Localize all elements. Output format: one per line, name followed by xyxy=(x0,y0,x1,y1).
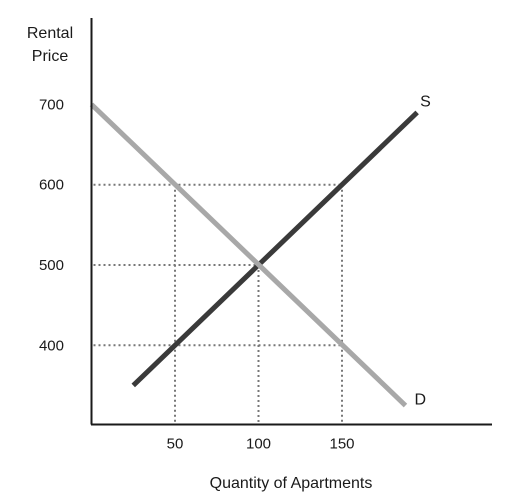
curve-labels: SD xyxy=(414,93,430,408)
x-tick-label: 100 xyxy=(246,436,271,453)
curve-label-s: S xyxy=(420,93,431,110)
y-tick-label: 700 xyxy=(39,96,64,113)
x-tick-label: 150 xyxy=(329,436,354,453)
y-axis-label-line-2: Price xyxy=(32,48,69,65)
curve-d xyxy=(89,102,408,408)
y-tick-label: 400 xyxy=(39,337,64,354)
curves xyxy=(89,102,419,408)
y-tick-label: 600 xyxy=(39,177,64,194)
y-tick-label: 500 xyxy=(39,257,64,274)
y-axis-label-line-1: Rental xyxy=(27,25,73,42)
x-tick-labels: 50 100 150 xyxy=(167,436,355,453)
guide-lines xyxy=(93,183,343,423)
curve-s xyxy=(131,110,419,388)
x-axis-label: Quantity of Apartments xyxy=(210,475,373,492)
curve-label-d: D xyxy=(414,392,426,409)
y-tick-labels: 400 500 600 700 xyxy=(39,96,64,354)
x-tick-label: 50 xyxy=(167,436,184,453)
